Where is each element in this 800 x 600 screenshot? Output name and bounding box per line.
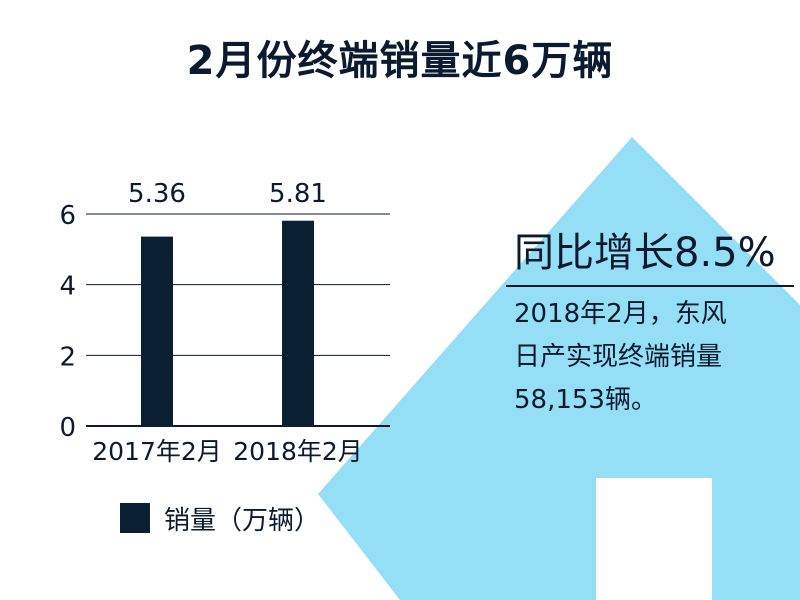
callout-text: 2018年2月，东风 日产实现终端销量 58,153辆。 (514, 293, 784, 422)
bar (141, 236, 173, 426)
y-tick-label: 0 (59, 413, 76, 443)
gridlines (86, 213, 390, 427)
growth-headline: 同比增长8.5% (514, 230, 776, 276)
y-tick-label: 4 (59, 272, 76, 302)
legend-swatch (120, 503, 150, 533)
x-tick-label: 2018年2月 (233, 437, 363, 466)
up-arrow-shape (318, 137, 800, 600)
legend-label: 销量（万辆） (164, 505, 321, 536)
y-tick-label: 2 (59, 342, 76, 372)
callout-divider (506, 285, 794, 287)
chart-legend: 销量（万辆） (120, 500, 320, 536)
data-labels: 5.36 5.81 (128, 179, 327, 209)
y-axis-ticks: 0 2 4 6 (59, 201, 76, 443)
data-label: 5.81 (269, 179, 327, 209)
page-title: 2月份终端销量近6万辆 (186, 38, 614, 84)
bars (141, 220, 314, 426)
x-tick-label: 2017年2月 (92, 437, 222, 466)
bar (282, 220, 314, 426)
callout-line: 日产实现终端销量 (514, 342, 723, 372)
y-tick-label: 6 (59, 201, 76, 231)
callout-line: 58,153辆。 (514, 385, 657, 415)
x-axis-ticks: 2017年2月 2018年2月 (92, 437, 363, 466)
callout-line: 2018年2月，东风 (514, 299, 727, 329)
data-label: 5.36 (128, 179, 186, 209)
